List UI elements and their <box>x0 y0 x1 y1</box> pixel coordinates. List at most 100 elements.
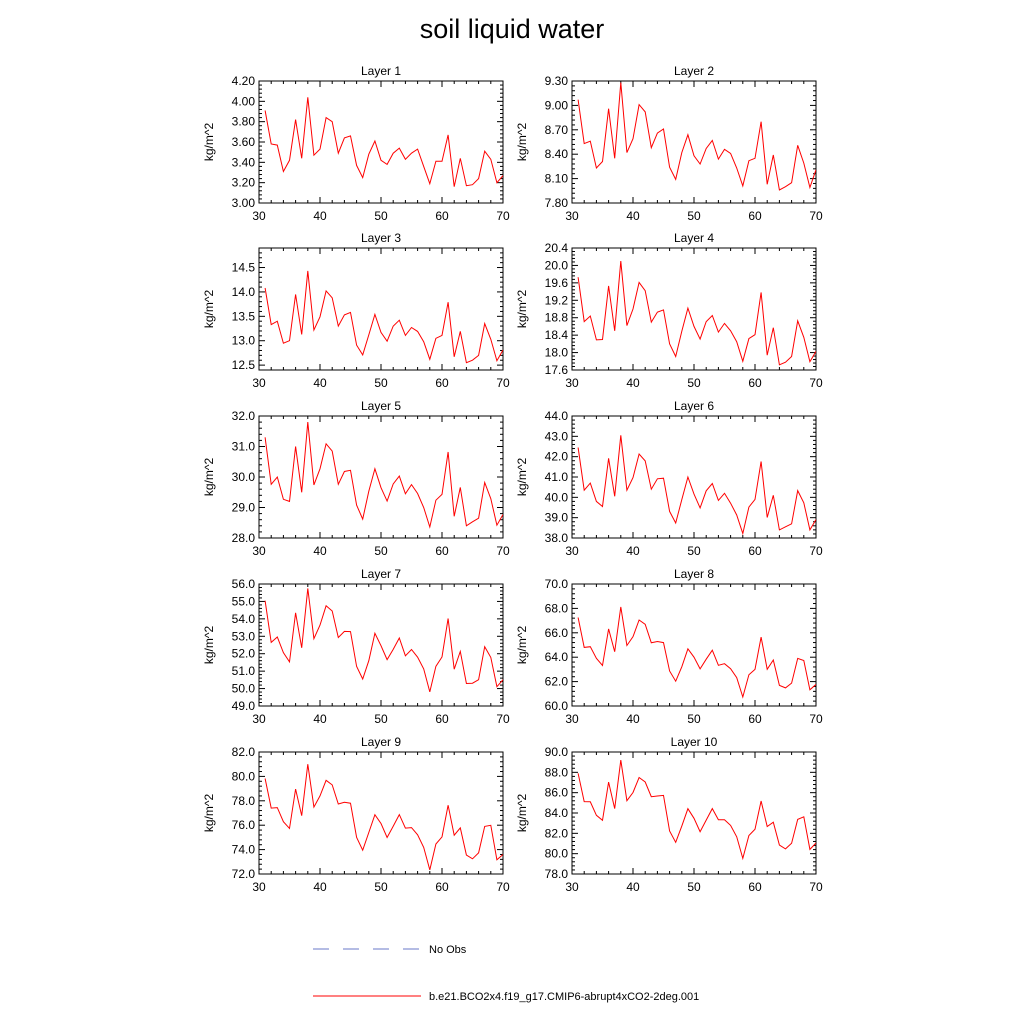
y-tick-label: 66.0 <box>545 626 569 640</box>
x-tick-label: 40 <box>313 209 327 223</box>
x-tick-label: 60 <box>748 712 762 726</box>
x-tick-label: 70 <box>809 880 823 894</box>
y-tick-label: 86.0 <box>545 786 569 800</box>
y-tick-label: 50.0 <box>232 682 256 696</box>
y-tick-label: 78.0 <box>545 867 569 881</box>
y-axis-label: kg/m^2 <box>515 626 529 665</box>
x-tick-label: 40 <box>313 544 327 558</box>
y-axis-label: kg/m^2 <box>515 123 529 162</box>
y-tick-label: 8.70 <box>545 123 569 137</box>
panel-title: Layer 2 <box>674 64 714 78</box>
y-axis-label: kg/m^2 <box>515 794 529 833</box>
x-tick-label: 70 <box>496 376 510 390</box>
panel-title: Layer 1 <box>361 64 401 78</box>
y-tick-label: 78.0 <box>232 794 256 808</box>
y-tick-label: 3.00 <box>232 196 256 210</box>
x-tick-label: 50 <box>687 544 701 558</box>
y-tick-label: 20.0 <box>545 258 569 272</box>
x-tick-label: 60 <box>748 880 762 894</box>
x-tick-label: 30 <box>252 544 266 558</box>
y-tick-label: 12.5 <box>232 358 256 372</box>
y-axis-label: kg/m^2 <box>202 458 216 497</box>
series-line <box>577 261 816 366</box>
x-tick-label: 70 <box>496 712 510 726</box>
y-tick-label: 38.0 <box>545 531 569 545</box>
y-axis-label: kg/m^2 <box>202 794 216 833</box>
plot-frame <box>571 583 817 707</box>
plot-frame <box>571 751 817 875</box>
y-tick-label: 56.0 <box>232 577 256 591</box>
y-tick-label: 4.00 <box>232 94 256 108</box>
x-tick-label: 40 <box>626 376 640 390</box>
y-tick-label: 88.0 <box>545 765 569 779</box>
x-tick-label: 50 <box>687 376 701 390</box>
y-tick-label: 9.00 <box>545 98 569 112</box>
panel-title: Layer 4 <box>674 231 714 245</box>
y-tick-label: 3.20 <box>232 176 256 190</box>
x-tick-label: 70 <box>809 209 823 223</box>
series-line <box>264 588 503 693</box>
x-tick-label: 70 <box>809 712 823 726</box>
series-line <box>577 82 816 191</box>
y-tick-label: 54.0 <box>232 612 256 626</box>
y-tick-label: 53.0 <box>232 629 256 643</box>
x-tick-label: 60 <box>435 376 449 390</box>
y-tick-label: 82.0 <box>232 745 256 759</box>
y-tick-label: 40.0 <box>545 490 569 504</box>
x-tick-label: 70 <box>496 209 510 223</box>
y-tick-label: 55.0 <box>232 594 256 608</box>
x-tick-label: 40 <box>626 544 640 558</box>
y-tick-label: 68.0 <box>545 601 569 615</box>
x-tick-label: 40 <box>313 880 327 894</box>
y-axis-label: kg/m^2 <box>202 123 216 162</box>
x-tick-label: 50 <box>687 712 701 726</box>
panel-layer-10: Layer 10 kg/m^2 30 40 50 60 70 78.0 80.0 82.0 84.0… <box>515 735 823 894</box>
panel-title: Layer 10 <box>671 735 718 749</box>
series-line <box>264 270 503 364</box>
panel-layer-2: Layer 2 kg/m^2 30 40 50 60 70 7.80 8.10 8.40 8.70 9… <box>515 64 823 223</box>
x-tick-label: 60 <box>748 544 762 558</box>
plot-frame <box>571 415 817 539</box>
x-tick-label: 70 <box>496 544 510 558</box>
y-tick-label: 28.0 <box>232 531 256 545</box>
x-tick-label: 70 <box>809 376 823 390</box>
panel-title: Layer 6 <box>674 399 714 413</box>
panel-title: Layer 8 <box>674 567 714 581</box>
y-tick-label: 32.0 <box>232 409 256 423</box>
panel-layer-8: Layer 8 kg/m^2 30 40 50 60 70 60.0 62.0 64.0 66.0 6… <box>515 567 823 726</box>
y-tick-label: 43.0 <box>545 429 569 443</box>
y-tick-label: 3.40 <box>232 155 256 169</box>
y-tick-label: 8.40 <box>545 147 569 161</box>
y-tick-label: 30.0 <box>232 470 256 484</box>
x-tick-label: 50 <box>374 544 388 558</box>
plot-frame <box>258 415 504 539</box>
y-tick-label: 49.0 <box>232 699 256 713</box>
x-tick-label: 30 <box>565 544 579 558</box>
y-tick-label: 60.0 <box>545 699 569 713</box>
y-tick-label: 42.0 <box>545 450 569 464</box>
x-tick-label: 40 <box>626 880 640 894</box>
y-tick-label: 29.0 <box>232 501 256 515</box>
plot-frame <box>258 247 504 371</box>
panel-layer-5: Layer 5 kg/m^2 30 40 50 60 70 28.0 29.0 30.0 31.0 3… <box>202 399 510 558</box>
x-tick-label: 50 <box>374 880 388 894</box>
x-tick-label: 60 <box>435 880 449 894</box>
legend: No Obs b.e21.BCO2x4.f19_g17.CMIP6-abrupt4… <box>313 944 699 1003</box>
x-tick-label: 70 <box>496 880 510 894</box>
x-tick-label: 30 <box>252 209 266 223</box>
panel-layer-7: Layer 7 kg/m^2 30 40 50 60 70 49.0 50.0 51.0 52.0 5… <box>202 567 510 726</box>
y-tick-label: 84.0 <box>545 806 569 820</box>
y-tick-label: 19.6 <box>545 276 569 290</box>
x-tick-label: 30 <box>252 880 266 894</box>
x-tick-label: 40 <box>626 712 640 726</box>
y-tick-label: 64.0 <box>545 650 569 664</box>
y-tick-label: 3.60 <box>232 135 256 149</box>
x-tick-label: 60 <box>435 712 449 726</box>
panel-layer-3: Layer 3 kg/m^2 30 40 50 60 70 12.5 13.0 13.5 14.0 1… <box>202 231 510 390</box>
y-tick-label: 82.0 <box>545 826 569 840</box>
x-tick-label: 40 <box>313 376 327 390</box>
y-tick-label: 13.5 <box>232 309 256 323</box>
x-tick-label: 40 <box>313 712 327 726</box>
